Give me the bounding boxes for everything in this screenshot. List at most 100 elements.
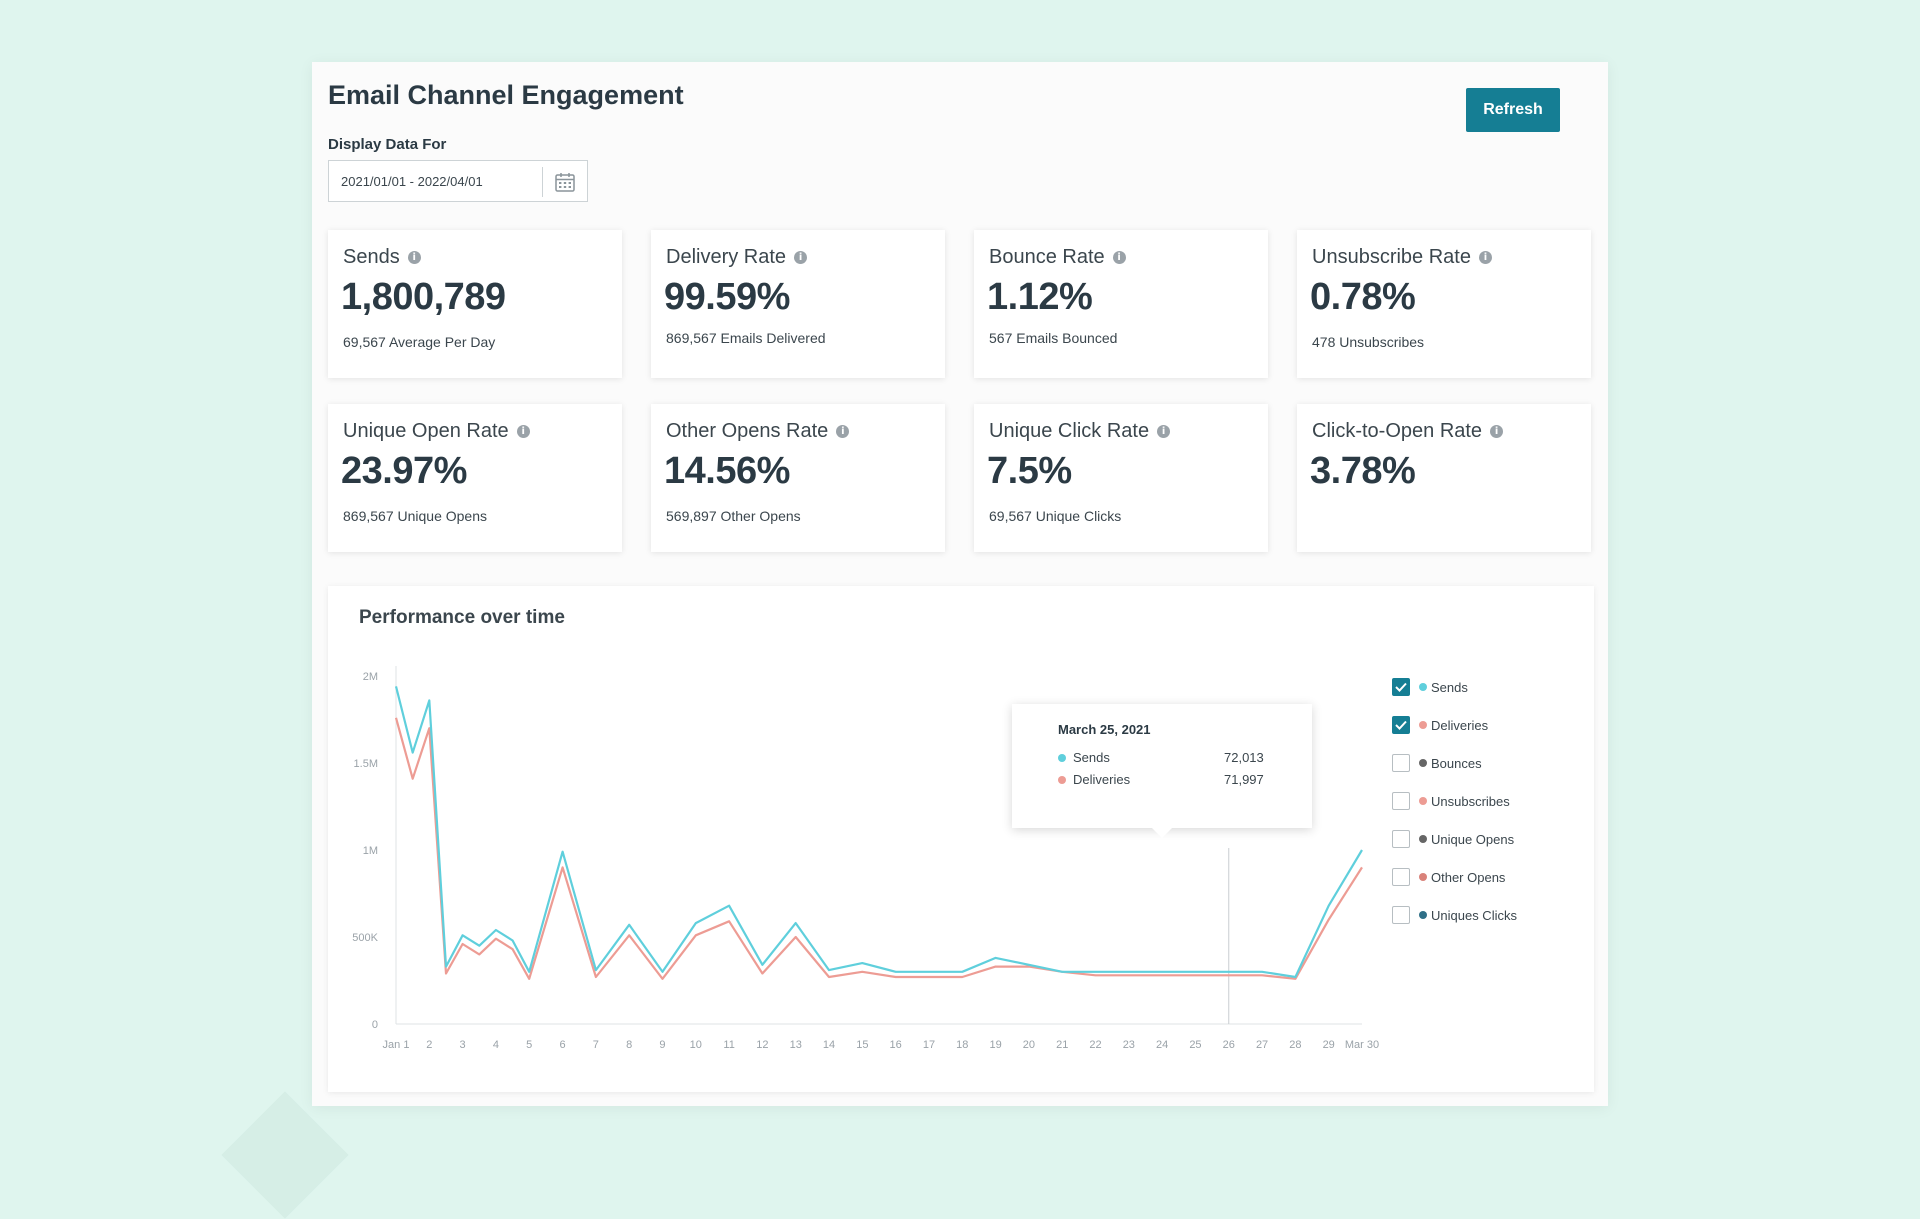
series-line-deliveries bbox=[394, 717, 1363, 980]
metric-card-sends: Sends i 1,800,789 69,567 Average Per Day bbox=[328, 230, 622, 378]
x-tick-label: 25 bbox=[1189, 1039, 1201, 1051]
x-tick-label: 26 bbox=[1223, 1039, 1235, 1051]
refresh-button[interactable]: Refresh bbox=[1466, 88, 1560, 132]
calendar-icon[interactable] bbox=[554, 171, 576, 193]
metric-label: Other Opens Rate bbox=[666, 420, 829, 442]
checkmark-icon bbox=[1395, 682, 1407, 692]
legend-label: Uniques Clicks bbox=[1431, 907, 1517, 923]
legend-checkbox[interactable] bbox=[1392, 906, 1410, 924]
legend-item-unsubscribes[interactable]: Unsubscribes bbox=[1392, 790, 1510, 812]
info-icon[interactable]: i bbox=[836, 425, 850, 438]
legend-checkbox[interactable] bbox=[1392, 868, 1410, 886]
metric-value: 23.97% bbox=[341, 450, 467, 492]
x-tick-label: 19 bbox=[989, 1039, 1001, 1051]
series-dot-icon bbox=[1058, 775, 1066, 784]
legend-checkbox[interactable] bbox=[1392, 678, 1410, 696]
x-tick-label: 28 bbox=[1289, 1039, 1301, 1051]
x-tick-label: 4 bbox=[493, 1039, 499, 1051]
metric-label: Click-to-Open Rate bbox=[1312, 420, 1483, 442]
x-tick-label: 12 bbox=[756, 1039, 768, 1051]
x-tick-label: 3 bbox=[460, 1039, 466, 1051]
series-dot-icon bbox=[1419, 721, 1427, 729]
x-tick-label: 27 bbox=[1256, 1039, 1268, 1051]
series-dot-icon bbox=[1058, 753, 1066, 762]
tooltip-value: 72,013 bbox=[1224, 750, 1264, 765]
date-range-value[interactable]: 2021/01/01 - 2022/04/01 bbox=[341, 174, 483, 189]
series-dot-icon bbox=[1419, 911, 1427, 919]
x-tick-label: 5 bbox=[526, 1039, 532, 1051]
legend-item-deliveries[interactable]: Deliveries bbox=[1392, 714, 1488, 736]
metric-label: Unique Open Rate bbox=[343, 420, 509, 442]
info-icon[interactable]: i bbox=[794, 251, 808, 264]
legend-item-sends[interactable]: Sends bbox=[1392, 676, 1468, 698]
metric-value: 14.56% bbox=[664, 450, 790, 492]
page-title: Email Channel Engagement bbox=[328, 80, 684, 110]
x-tick-label: 10 bbox=[690, 1039, 702, 1051]
x-tick-label: 23 bbox=[1123, 1039, 1135, 1051]
metric-subtext: 569,897 Other Opens bbox=[666, 508, 801, 524]
legend-checkbox[interactable] bbox=[1392, 792, 1410, 810]
y-tick-label: 500K bbox=[352, 932, 378, 944]
metric-card-delivery-rate: Delivery Rate i 99.59% 869,567 Emails Del… bbox=[651, 230, 945, 378]
legend-label: Sends bbox=[1431, 679, 1468, 695]
info-icon[interactable]: i bbox=[1112, 251, 1126, 264]
checkmark-icon bbox=[1395, 720, 1407, 730]
tooltip-row-deliveries: Deliveries bbox=[1058, 772, 1130, 787]
x-tick-label: 9 bbox=[659, 1039, 665, 1051]
metric-subtext: 69,567 Average Per Day bbox=[343, 334, 496, 350]
series-dot-icon bbox=[1419, 835, 1427, 843]
x-tick-label: 17 bbox=[923, 1039, 935, 1051]
metric-value: 3.78% bbox=[1310, 450, 1416, 492]
metric-subtext: 869,567 Unique Opens bbox=[343, 508, 487, 524]
info-icon[interactable]: i bbox=[1490, 425, 1504, 438]
tooltip-series-name: Sends bbox=[1073, 750, 1110, 765]
y-tick-label: 2M bbox=[363, 671, 378, 683]
x-tick-label: 8 bbox=[626, 1039, 632, 1051]
legend-label: Other Opens bbox=[1431, 869, 1506, 885]
date-picker-divider bbox=[542, 167, 543, 197]
legend-label: Bounces bbox=[1431, 755, 1482, 771]
x-tick-label: Jan 1 bbox=[383, 1039, 410, 1051]
metric-value: 1.12% bbox=[987, 276, 1093, 318]
metric-label: Bounce Rate bbox=[989, 246, 1105, 268]
chart-tooltip: March 25, 2021 Sends 72,013 Deliveries 7… bbox=[1012, 704, 1312, 838]
metric-card-unique-click-rate: Unique Click Rate i 7.5% 69,567 Unique Cl… bbox=[974, 404, 1268, 552]
metric-card-unique-open-rate: Unique Open Rate i 23.97% 869,567 Unique … bbox=[328, 404, 622, 552]
x-tick-label: 18 bbox=[956, 1039, 968, 1051]
x-tick-label: 24 bbox=[1156, 1039, 1168, 1051]
legend-item-uniques-clicks[interactable]: Uniques Clicks bbox=[1392, 904, 1517, 926]
legend-checkbox[interactable] bbox=[1392, 830, 1410, 848]
info-icon[interactable]: i bbox=[407, 251, 421, 264]
metric-card-click-to-open-rate: Click-to-Open Rate i 3.78% bbox=[1297, 404, 1591, 552]
info-icon[interactable]: i bbox=[1478, 251, 1492, 264]
x-tick-label: 11 bbox=[723, 1039, 734, 1051]
engagement-panel: Email Channel Engagement Refresh Display… bbox=[312, 62, 1608, 1106]
x-tick-label: 13 bbox=[790, 1039, 802, 1051]
tooltip-row-sends: Sends bbox=[1058, 750, 1110, 765]
x-tick-label: 2 bbox=[426, 1039, 432, 1051]
metric-subtext: 869,567 Emails Delivered bbox=[666, 330, 826, 346]
series-dot-icon bbox=[1419, 683, 1427, 691]
metric-label: Delivery Rate bbox=[666, 246, 787, 268]
legend-checkbox[interactable] bbox=[1392, 716, 1410, 734]
metric-label: Unsubscribe Rate bbox=[1312, 246, 1471, 268]
metric-subtext: 478 Unsubscribes bbox=[1312, 334, 1425, 350]
metric-label: Sends bbox=[343, 246, 400, 268]
series-line-sends bbox=[394, 686, 1363, 979]
legend-item-unique-opens[interactable]: Unique Opens bbox=[1392, 828, 1514, 850]
x-tick-label: 14 bbox=[823, 1039, 835, 1051]
chart-title: Performance over time bbox=[359, 607, 565, 628]
date-range-picker[interactable]: 2021/01/01 - 2022/04/01 bbox=[328, 160, 588, 202]
y-tick-label: 1.5M bbox=[354, 758, 378, 770]
series-dot-icon bbox=[1419, 759, 1427, 767]
date-filter-label: Display Data For bbox=[328, 136, 447, 153]
info-icon[interactable]: i bbox=[1157, 425, 1171, 438]
metric-value: 99.59% bbox=[664, 276, 790, 318]
tooltip-series-name: Deliveries bbox=[1073, 772, 1131, 787]
legend-item-bounces[interactable]: Bounces bbox=[1392, 752, 1482, 774]
legend-item-other-opens[interactable]: Other Opens bbox=[1392, 866, 1505, 888]
legend-checkbox[interactable] bbox=[1392, 754, 1410, 772]
info-icon[interactable]: i bbox=[516, 425, 530, 438]
metric-card-bounce-rate: Bounce Rate i 1.12% 567 Emails Bounced bbox=[974, 230, 1268, 378]
